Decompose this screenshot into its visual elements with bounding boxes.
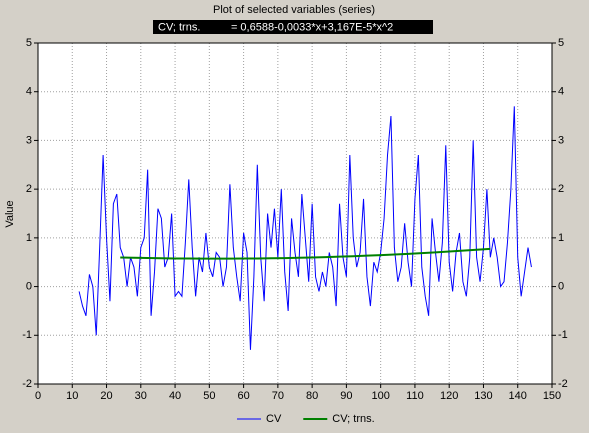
series-line [120, 247, 491, 260]
y-tick-label: 3 [26, 134, 32, 146]
x-tick-label: 100 [371, 390, 389, 402]
y2-tick-label: 5 [558, 37, 564, 49]
x-tick-label: 150 [543, 390, 561, 402]
x-tick-label: 110 [406, 390, 424, 402]
x-tick-label: 40 [169, 390, 181, 402]
plot-frame [37, 42, 553, 385]
y-tick-label: -1 [22, 329, 32, 341]
plot-area [38, 43, 552, 384]
y2-tick-label: 3 [558, 134, 564, 146]
y-tick-label: 5 [26, 37, 32, 49]
x-tick-label: 140 [509, 390, 527, 402]
x-tick-label: 130 [474, 390, 492, 402]
x-tick-label: 20 [100, 390, 112, 402]
legend-label: CV [266, 413, 282, 425]
y-axis-label: Value [4, 200, 16, 227]
series-line [78, 106, 532, 350]
y-tick-label: 0 [26, 280, 32, 292]
x-tick-label: 50 [203, 390, 215, 402]
y2-tick-label: 2 [558, 183, 564, 195]
legend-label: CV; trns. [332, 413, 374, 425]
y-tick-label: -2 [22, 378, 32, 390]
x-tick-label: 60 [237, 390, 249, 402]
x-tick-label: 80 [306, 390, 318, 402]
chart-subtitle: CV; trns. = 0,6588-0,0033*x+3,167E-5*x^2 [158, 21, 393, 33]
y2-tick-label: -1 [558, 329, 568, 341]
y-tick-label: 2 [26, 183, 32, 195]
y2-tick-label: 4 [558, 86, 564, 98]
y2-tick-label: 0 [558, 280, 564, 292]
y-tick-label: 1 [26, 232, 32, 244]
y2-tick-label: -2 [558, 378, 568, 390]
x-tick-label: 0 [35, 390, 41, 402]
x-tick-label: 90 [340, 390, 352, 402]
chart-title: Plot of selected variables (series) [213, 4, 375, 16]
x-tick-label: 70 [272, 390, 284, 402]
x-tick-label: 10 [66, 390, 78, 402]
y-tick-label: 4 [26, 86, 32, 98]
y2-tick-label: 1 [558, 232, 564, 244]
x-tick-label: 30 [135, 390, 147, 402]
x-tick-label: 120 [440, 390, 458, 402]
subtitle-box [153, 20, 433, 34]
